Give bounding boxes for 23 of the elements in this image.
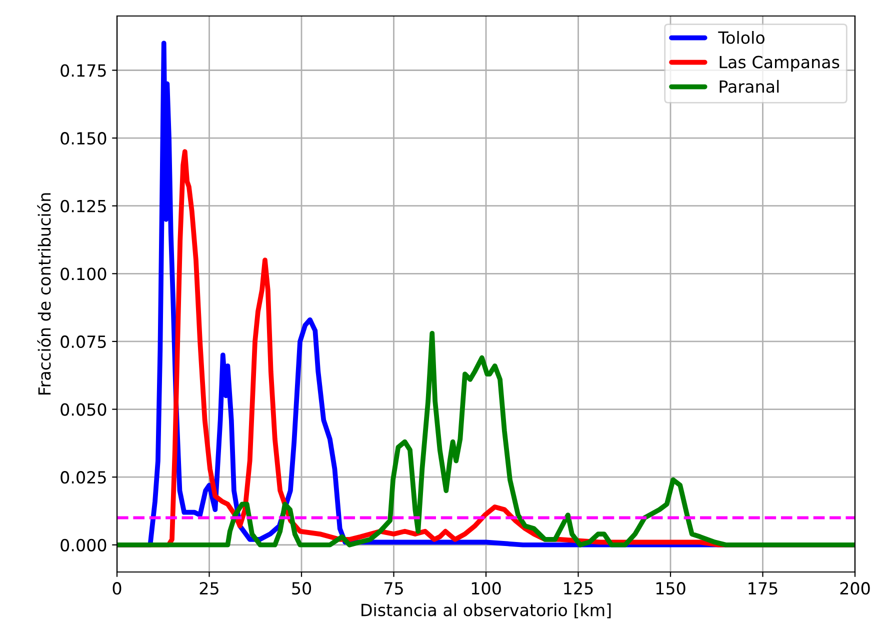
x-tick-label: 0 [112, 582, 122, 595]
y-tick-label: 0.050 [60, 403, 106, 416]
x-tick-label: 175 [748, 582, 778, 595]
x-tick-label: 100 [472, 582, 501, 595]
legend-label: Tololo [718, 31, 764, 44]
x-tick-label: 200 [840, 582, 870, 595]
legend-label: Las Campanas [720, 56, 840, 72]
y-tick-label: 0.150 [60, 132, 106, 145]
y-tick-label: 0.025 [60, 471, 106, 484]
y-axis-title: Fracción de contribución [37, 193, 51, 394]
y-tick-label: 0.000 [60, 538, 106, 552]
x-tick-label: 125 [564, 582, 593, 595]
x-tick-label: 50 [292, 582, 311, 595]
x-tick-label: 25 [200, 582, 218, 595]
x-tick-label: 75 [384, 582, 403, 595]
x-axis-title: Distancia al observatorio [km] [362, 603, 611, 618]
legend-label: Paranal [720, 80, 779, 93]
y-tick-label: 0.075 [60, 335, 106, 348]
y-tick-label: 0.125 [60, 200, 106, 212]
line-series [117, 330, 855, 548]
y-tick-label: 0.100 [60, 268, 106, 280]
x-tick-label: 150 [656, 582, 686, 595]
y-tick-label: 0.175 [60, 64, 106, 77]
